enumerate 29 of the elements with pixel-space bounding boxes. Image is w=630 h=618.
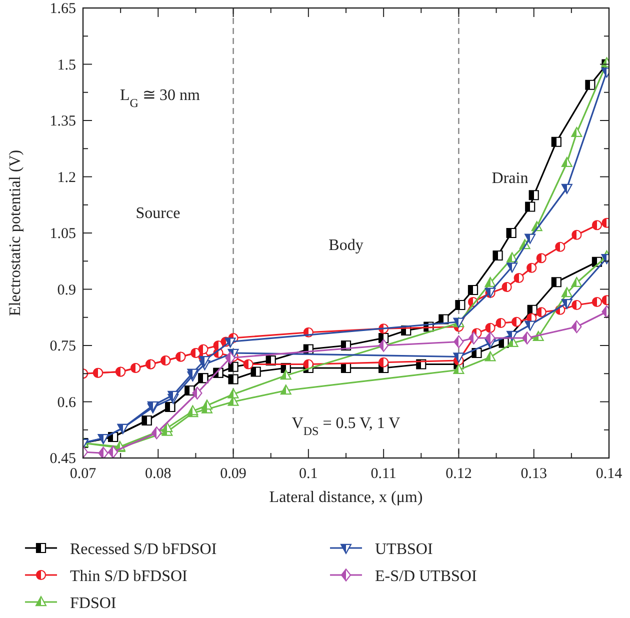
x-tick-label: 0.08 xyxy=(145,466,172,482)
x-tick-label: 0.07 xyxy=(70,466,97,482)
y-tick-label: 1.35 xyxy=(50,114,76,130)
annotation: Source xyxy=(136,205,180,222)
x-tick-label: 0.12 xyxy=(446,466,472,482)
y-tick-label: 0.75 xyxy=(50,338,76,354)
x-axis-title: Lateral distance, x (μm) xyxy=(269,489,423,506)
y-tick-label: 1.2 xyxy=(57,170,76,186)
annotation: Body xyxy=(328,237,364,254)
annotation: Drain xyxy=(492,170,528,187)
x-tick-label: 0.13 xyxy=(520,466,547,482)
y-tick-label: 0.6 xyxy=(57,394,76,411)
x-tick-label: 0.1 xyxy=(299,466,318,482)
legend-label: FDSOI xyxy=(70,595,116,612)
annotation: L$_{G}$ ≅ 30 nm xyxy=(120,87,200,110)
y-tick-label: 1.65 xyxy=(50,1,76,17)
legend-label: Thin S/D bFDSOI xyxy=(70,568,188,585)
x-tick-label: 0.11 xyxy=(370,466,396,482)
legend-label: E-S/D UTBSOI xyxy=(375,568,477,585)
legend-label: UTBSOI xyxy=(375,541,433,558)
x-tick-label: 0.09 xyxy=(220,466,246,482)
y-tick-label: 0.9 xyxy=(57,282,76,298)
x-tick-label: 0.14 xyxy=(596,466,623,482)
y-tick-label: 1.05 xyxy=(50,226,76,242)
legend-label: Recessed S/D bFDSOI xyxy=(70,541,217,558)
annotation: V$_{DS}$ = 0.5 V, 1 V xyxy=(292,415,401,438)
y-axis-title: Electrostatic potential (V) xyxy=(7,150,24,316)
y-tick-label: 1.5 xyxy=(57,57,76,74)
y-tick-label: 0.45 xyxy=(50,451,76,467)
